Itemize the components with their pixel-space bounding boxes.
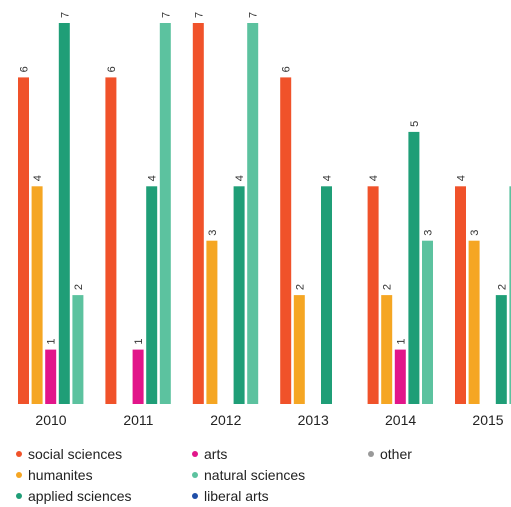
value-label-natural-sciences-2014: 3 xyxy=(423,230,435,236)
legend: social sciences humanites applied scienc… xyxy=(0,444,511,507)
bar-chart: 6417261477347624421534324 20102011201220… xyxy=(18,12,511,428)
legend-dot-icon xyxy=(192,451,198,458)
value-label-social-sciences-2013: 6 xyxy=(281,66,293,72)
bar-social-sciences-2010[interactable] xyxy=(18,77,29,405)
bar-social-sciences-2012[interactable] xyxy=(192,23,204,404)
legend-label: applied sciences xyxy=(28,488,132,504)
legend-item-social-sciences[interactable]: social sciences xyxy=(16,446,122,462)
legend-label: other xyxy=(380,446,412,462)
x-tick-2011: 2011 xyxy=(123,412,153,428)
bar-applied-sciences-2014[interactable] xyxy=(408,131,420,404)
value-label-social-sciences-2012: 7 xyxy=(193,12,205,18)
value-label-natural-sciences-2011: 7 xyxy=(160,12,172,18)
bar-humanites-2012[interactable] xyxy=(206,240,218,404)
value-label-social-sciences-2011: 6 xyxy=(106,66,118,72)
bar-social-sciences-2014[interactable] xyxy=(367,186,379,404)
value-label-applied-sciences-2010: 7 xyxy=(59,12,71,18)
bar-humanites-2013[interactable] xyxy=(293,295,305,404)
bar-social-sciences-2015[interactable] xyxy=(455,186,466,404)
bar-humanites-2010[interactable] xyxy=(31,186,43,404)
legend-dot-icon xyxy=(16,451,22,458)
legend-label: humanites xyxy=(28,467,93,483)
legend-label: arts xyxy=(204,446,228,462)
value-label-humanites-2013: 2 xyxy=(294,284,306,290)
bar-applied-sciences-2012[interactable] xyxy=(233,186,245,404)
legend-label: social sciences xyxy=(28,446,123,462)
legend-label: liberal arts xyxy=(204,488,269,504)
bar-humanites-2014[interactable] xyxy=(381,295,393,404)
legend-dot-icon xyxy=(192,493,198,500)
bar-applied-sciences-2010[interactable] xyxy=(58,23,70,404)
value-label-arts-2014: 1 xyxy=(395,338,407,344)
value-label-humanites-2010: 4 xyxy=(32,175,44,181)
legend-item-natural-sciences[interactable]: natural sciences xyxy=(192,467,305,483)
legend-item-liberal-arts[interactable]: liberal arts xyxy=(192,488,269,504)
x-tick-2014: 2014 xyxy=(385,412,416,428)
value-label-humanites-2012: 3 xyxy=(207,230,219,236)
bar-natural-sciences-2010[interactable] xyxy=(72,295,84,404)
legend-dot-icon xyxy=(16,493,22,500)
legend-dot-icon xyxy=(192,472,198,479)
legend-dot-icon xyxy=(368,451,374,458)
value-label-applied-sciences-2012: 4 xyxy=(234,175,246,181)
value-label-applied-sciences-2013: 4 xyxy=(322,175,334,181)
bar-natural-sciences-2012[interactable] xyxy=(247,23,259,404)
bar-applied-sciences-2013[interactable] xyxy=(321,186,332,404)
value-label-natural-sciences-2010: 2 xyxy=(73,284,85,290)
bars-layer xyxy=(18,23,511,405)
x-tick-2010: 2010 xyxy=(35,412,66,428)
legend-item-other[interactable]: other xyxy=(368,446,412,462)
value-label-social-sciences-2010: 6 xyxy=(19,66,31,72)
bar-arts-2010[interactable] xyxy=(45,349,57,404)
x-axis-ticks: 2010 2011 2012 2013 2014 2015 xyxy=(35,412,503,428)
value-label-humanites-2015: 3 xyxy=(469,230,481,236)
bar-humanites-2015[interactable] xyxy=(468,240,480,404)
legend-label: natural sciences xyxy=(204,467,306,483)
bar-natural-sciences-2014[interactable] xyxy=(422,240,433,404)
x-tick-2013: 2013 xyxy=(298,412,329,428)
bar-natural-sciences-2015[interactable] xyxy=(509,186,511,404)
value-label-humanites-2014: 2 xyxy=(382,284,394,290)
legend-dot-icon xyxy=(16,472,22,479)
bar-arts-2011[interactable] xyxy=(132,349,144,404)
bar-arts-2014[interactable] xyxy=(394,349,406,404)
value-label-applied-sciences-2015: 2 xyxy=(496,284,508,290)
value-label-arts-2010: 1 xyxy=(46,338,58,344)
value-label-arts-2011: 1 xyxy=(133,338,145,344)
bar-social-sciences-2013[interactable] xyxy=(280,77,292,405)
bar-natural-sciences-2011[interactable] xyxy=(159,23,171,404)
bar-applied-sciences-2011[interactable] xyxy=(146,186,158,404)
value-labels-layer: 6 4 1 7 2 6 1 4 7 7 3 4 7 6 2 4 4 2 1 5 3 4 3 2 4 xyxy=(19,12,511,345)
x-tick-2015: 2015 xyxy=(472,412,503,428)
value-label-applied-sciences-2011: 4 xyxy=(147,175,159,181)
bar-applied-sciences-2015[interactable] xyxy=(495,295,507,404)
legend-item-applied-sciences[interactable]: applied sciences xyxy=(16,488,132,504)
value-label-natural-sciences-2012: 7 xyxy=(248,12,260,18)
legend-item-arts[interactable]: arts xyxy=(192,446,227,462)
value-label-social-sciences-2015: 4 xyxy=(456,175,468,181)
x-tick-2012: 2012 xyxy=(210,412,241,428)
value-label-natural-sciences-2015: 4 xyxy=(510,175,511,181)
value-label-applied-sciences-2014: 5 xyxy=(409,121,421,127)
legend-item-humanites[interactable]: humanites xyxy=(16,467,93,483)
bar-social-sciences-2011[interactable] xyxy=(105,77,117,405)
value-label-social-sciences-2014: 4 xyxy=(368,175,380,181)
